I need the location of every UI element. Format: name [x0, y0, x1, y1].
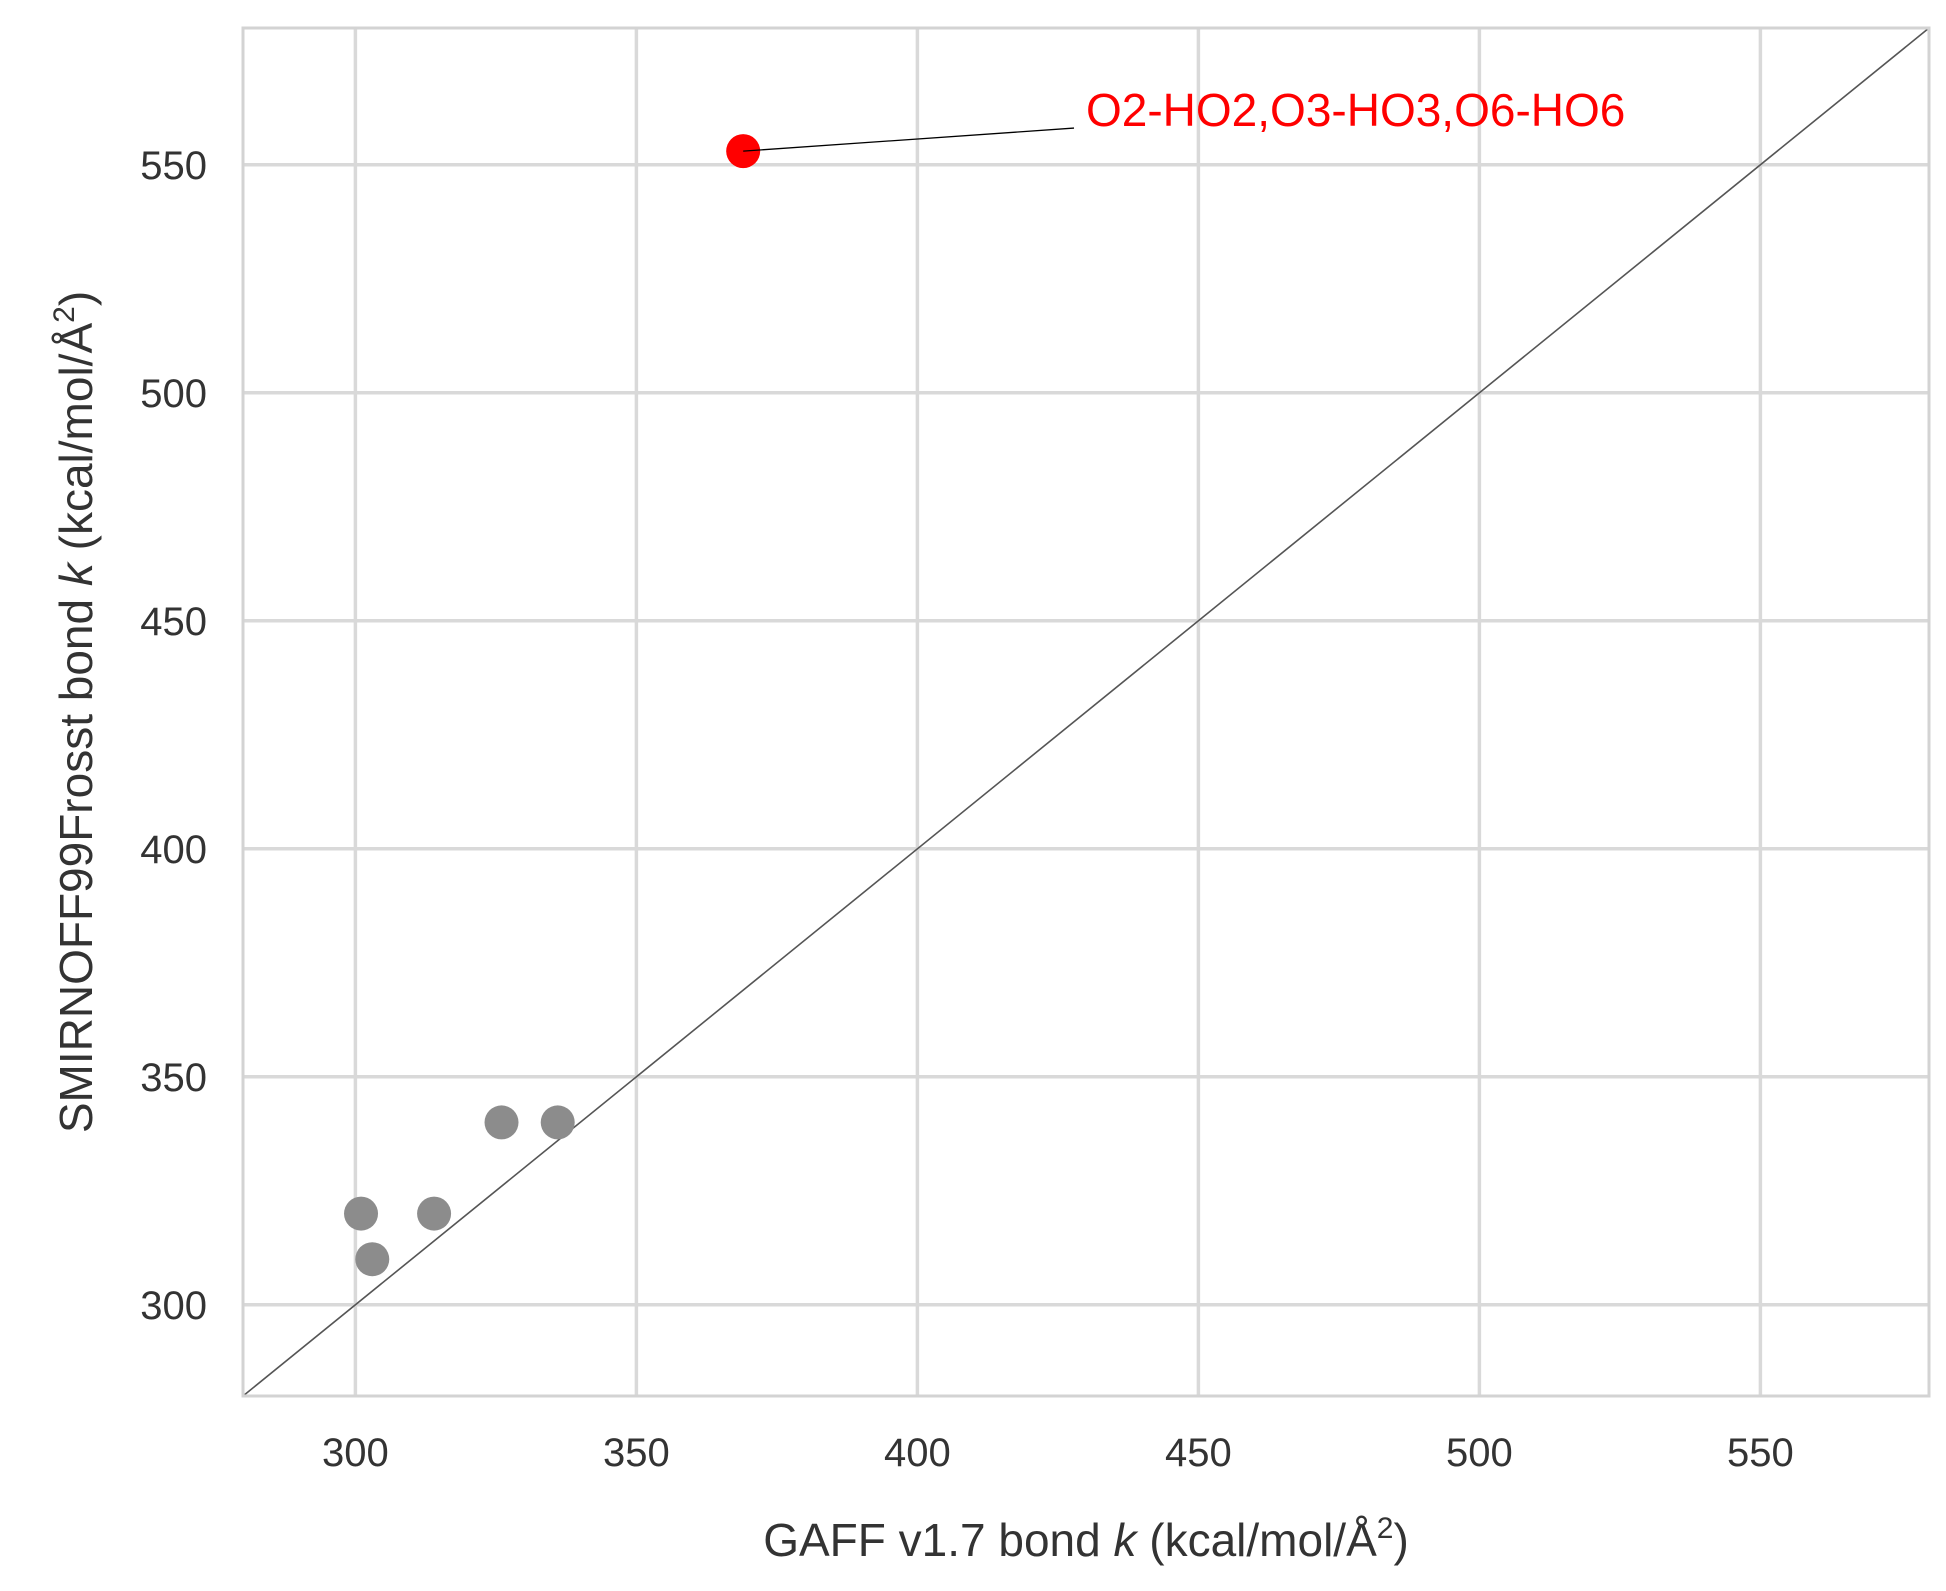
x-tick-label: 350	[603, 1431, 670, 1475]
identity-line	[242, 27, 1930, 1397]
annotation-connector	[743, 127, 1075, 152]
x-tick-label: 550	[1727, 1431, 1794, 1475]
data-point	[540, 1105, 575, 1140]
y-tick-label: 500	[140, 372, 207, 416]
x-tick-label: 400	[884, 1431, 951, 1475]
data-point	[344, 1196, 379, 1231]
y-tick-label: 450	[140, 600, 207, 644]
y-tick-label: 300	[140, 1284, 207, 1328]
x-tick-label: 450	[1165, 1431, 1232, 1475]
data-points	[344, 134, 761, 1277]
x-tick-label: 300	[322, 1431, 389, 1475]
annotation-label: O2-HO2,O3-HO3,O6-HO6	[1086, 84, 1625, 136]
plot-frame	[241, 26, 1931, 1398]
reference-line-group	[242, 27, 1930, 1397]
y-tick-label: 350	[140, 1056, 207, 1100]
y-tick-label: 550	[140, 144, 207, 188]
data-point	[417, 1196, 452, 1231]
y-tick-labels: 300 350 400 450 500 550	[140, 144, 207, 1328]
grid-lines	[243, 28, 1929, 1396]
annotations: O2-HO2,O3-HO3,O6-HO6	[743, 84, 1625, 152]
x-tick-labels: 300 350 400 450 500 550	[322, 1431, 1794, 1475]
y-axis-label: SMIRNOFF99Frosst bond k (kcal/mol/Å2)	[48, 291, 102, 1133]
data-point	[355, 1242, 390, 1277]
x-axis-label: GAFF v1.7 bond k (kcal/mol/Å2)	[763, 1512, 1409, 1566]
y-tick-label: 400	[140, 828, 207, 872]
x-tick-label: 500	[1446, 1431, 1513, 1475]
data-point	[484, 1105, 519, 1140]
